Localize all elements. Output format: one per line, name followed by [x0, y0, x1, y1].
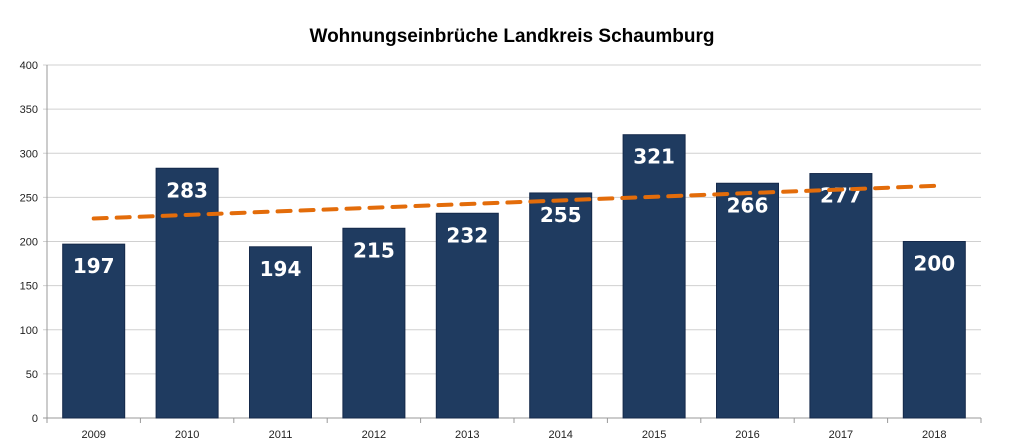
x-tick-label: 2017	[829, 429, 853, 441]
data-label: 283	[166, 178, 208, 202]
y-tick-label: 400	[20, 60, 38, 72]
x-tick-label: 2016	[735, 429, 759, 441]
bar-2015	[622, 134, 686, 419]
data-label: 194	[260, 257, 302, 281]
x-tick-label: 2010	[175, 429, 199, 441]
data-label: 197	[73, 254, 115, 278]
bar-2010	[155, 167, 219, 419]
bar-2011	[249, 246, 312, 419]
chart-title: Wohnungseinbrüche Landkreis Schaumburg	[309, 26, 715, 47]
bar-2013	[435, 212, 499, 419]
x-tick-label: 2013	[455, 429, 479, 441]
x-tick-label: 2015	[642, 429, 666, 441]
x-tick-label: 2009	[81, 429, 105, 441]
trendline	[91, 183, 937, 221]
data-label: 215	[353, 238, 395, 262]
bar-2018	[902, 241, 966, 419]
data-label: 266	[727, 193, 769, 217]
bar-2017	[809, 173, 873, 419]
bar-2014	[529, 192, 593, 419]
y-tick-label: 350	[20, 104, 38, 116]
data-label: 321	[633, 145, 675, 169]
y-tick-label: 200	[20, 237, 38, 249]
y-tick-label: 250	[20, 192, 38, 204]
bar-2016	[716, 182, 779, 419]
x-tick-label: 2014	[548, 429, 572, 441]
data-label: 232	[446, 223, 488, 247]
y-tick-label: 0	[32, 413, 38, 425]
data-label: 200	[913, 252, 955, 276]
y-tick-label: 50	[26, 369, 38, 381]
y-tick-label: 100	[20, 325, 38, 337]
x-tick-label: 2012	[362, 429, 386, 441]
x-tick-label: 2018	[922, 429, 946, 441]
data-label: 255	[540, 203, 582, 227]
bar-2012	[342, 227, 406, 419]
y-tick-label: 300	[20, 148, 38, 160]
bar-2009	[62, 243, 126, 419]
x-tick-label: 2011	[269, 429, 293, 441]
y-tick-label: 150	[20, 281, 38, 293]
